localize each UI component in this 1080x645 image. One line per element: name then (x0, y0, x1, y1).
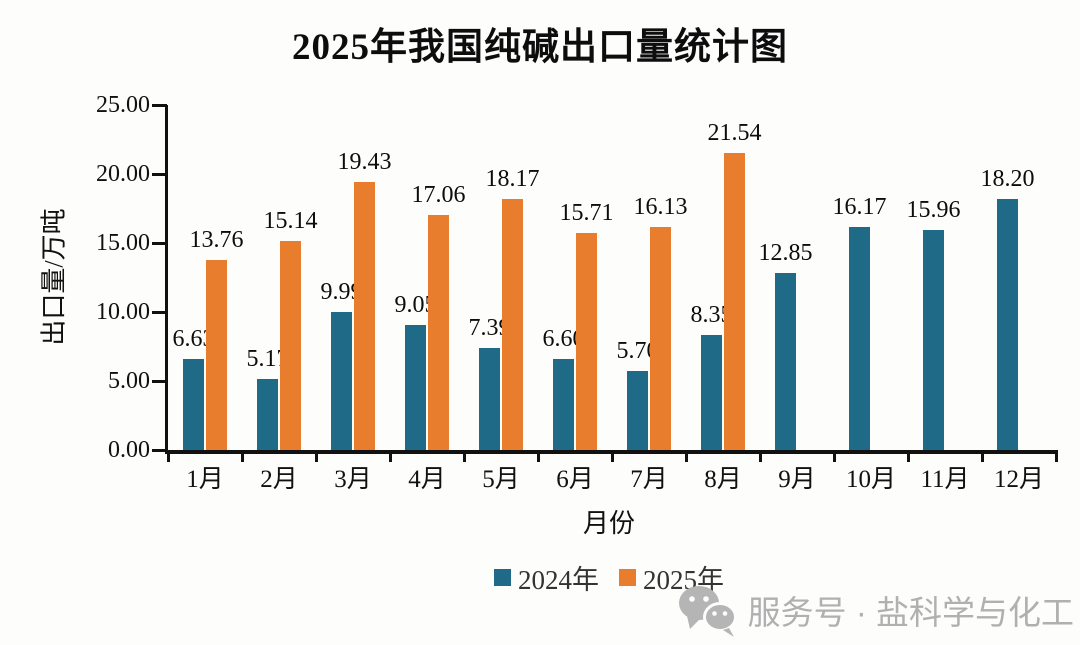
bar-2024年-1月 (183, 358, 204, 450)
y-axis-tick (152, 104, 167, 107)
legend-swatch (494, 569, 511, 586)
y-axis-tick (152, 311, 167, 314)
x-axis-tick-label: 2月 (260, 466, 298, 493)
bar-2024年-8月 (701, 334, 722, 450)
value-label-2025年-3月: 19.43 (337, 148, 392, 175)
bar-2025年-5月 (502, 199, 523, 450)
bar-2025年-1月 (206, 260, 227, 450)
x-axis-tick (462, 450, 466, 462)
value-label-2025年-8月: 21.54 (707, 119, 762, 146)
y-axis-tick-label: 20.00 (96, 161, 150, 187)
x-axis-tick (536, 450, 540, 462)
x-axis-tick-label: 1月 (186, 466, 224, 493)
x-axis-tick-label: 5月 (482, 466, 520, 493)
bar-2025年-2月 (280, 241, 301, 450)
watermark-text: 服务号 · 盐科学与化工 (747, 594, 1074, 631)
x-axis-tick-label: 10月 (845, 466, 896, 493)
x-axis-tick (906, 450, 910, 462)
plot-area: 6.63 13.76 1月 5.17 15.14 2月 9.99 19.43 3月 9.05 17.… (152, 104, 1058, 493)
x-axis-tick (1054, 450, 1058, 462)
y-axis-tick-label: 25.00 (96, 92, 150, 118)
y-axis-tick-label: 15.00 (96, 230, 150, 256)
y-axis-tick (152, 449, 167, 452)
wechat-icon (676, 583, 738, 637)
x-axis-tick (388, 450, 392, 462)
value-label-2024年-12月: 18.20 (980, 165, 1035, 192)
x-axis-tick (832, 450, 836, 462)
x-axis-tick-label: 7月 (630, 466, 668, 493)
x-axis-tick-label: 6月 (556, 466, 594, 493)
value-label-2024年-10月: 16.17 (832, 193, 887, 220)
x-axis-tick-label: 3月 (334, 466, 372, 493)
x-axis-tick (314, 450, 318, 462)
bar-2024年-10月 (849, 226, 870, 450)
y-axis-tick (152, 173, 167, 176)
x-axis-tick (758, 450, 762, 462)
chart-title: 2025年我国纯碱出口量统计图 (292, 27, 788, 68)
value-label-2025年-2月: 15.14 (263, 208, 318, 235)
value-label-2025年-5月: 18.17 (485, 166, 540, 193)
x-axis-tick-label: 4月 (408, 466, 446, 493)
bar-2024年-3月 (331, 312, 352, 450)
bar-2024年-9月 (775, 272, 796, 450)
x-axis-tick-label: 8月 (704, 466, 742, 493)
y-axis-tick-label: 10.00 (96, 299, 150, 325)
x-axis-tick-label: 12月 (993, 466, 1044, 493)
watermark: 服务号 · 盐科学与化工 (676, 583, 1074, 637)
x-axis-tick-label: 11月 (920, 466, 970, 493)
legend-swatch (619, 569, 636, 586)
bar-2024年-7月 (627, 371, 648, 450)
y-axis-tick (152, 242, 167, 245)
y-axis-tick-label: 5.00 (108, 368, 150, 394)
x-axis-tick (610, 450, 614, 462)
bar-2024年-11月 (923, 229, 944, 450)
bar-2025年-8月 (724, 152, 745, 450)
bar-2025年-7月 (650, 227, 671, 450)
value-label-2025年-7月: 16.13 (633, 194, 688, 221)
value-label-2024年-11月: 15.96 (906, 196, 961, 223)
x-axis-title: 月份 (582, 509, 635, 538)
bar-2024年-12月 (997, 198, 1018, 450)
bar-2025年-6月 (576, 233, 597, 450)
y-axis-tick-label: 0.00 (108, 437, 150, 463)
value-label-2025年-1月: 13.76 (189, 227, 244, 254)
legend-item-2024年: 2024年 (494, 558, 599, 597)
x-axis-tick (166, 450, 170, 462)
y-axis-tick (152, 380, 167, 383)
bar-2024年-4月 (405, 325, 426, 450)
bar-2024年-5月 (479, 348, 500, 450)
bar-2025年-4月 (428, 214, 449, 450)
x-axis-tick (980, 450, 984, 462)
value-label-2025年-6月: 15.71 (559, 200, 614, 227)
x-axis-tick (240, 450, 244, 462)
value-label-2025年-4月: 17.06 (411, 181, 466, 208)
x-axis-tick (684, 450, 688, 462)
x-axis-tick-label: 9月 (778, 466, 816, 493)
bar-2025年-3月 (354, 181, 375, 450)
bar-2024年-2月 (257, 378, 278, 450)
bar-2024年-6月 (553, 358, 574, 450)
value-label-2024年-9月: 12.85 (758, 239, 813, 266)
legend-label: 2024年 (518, 565, 599, 595)
